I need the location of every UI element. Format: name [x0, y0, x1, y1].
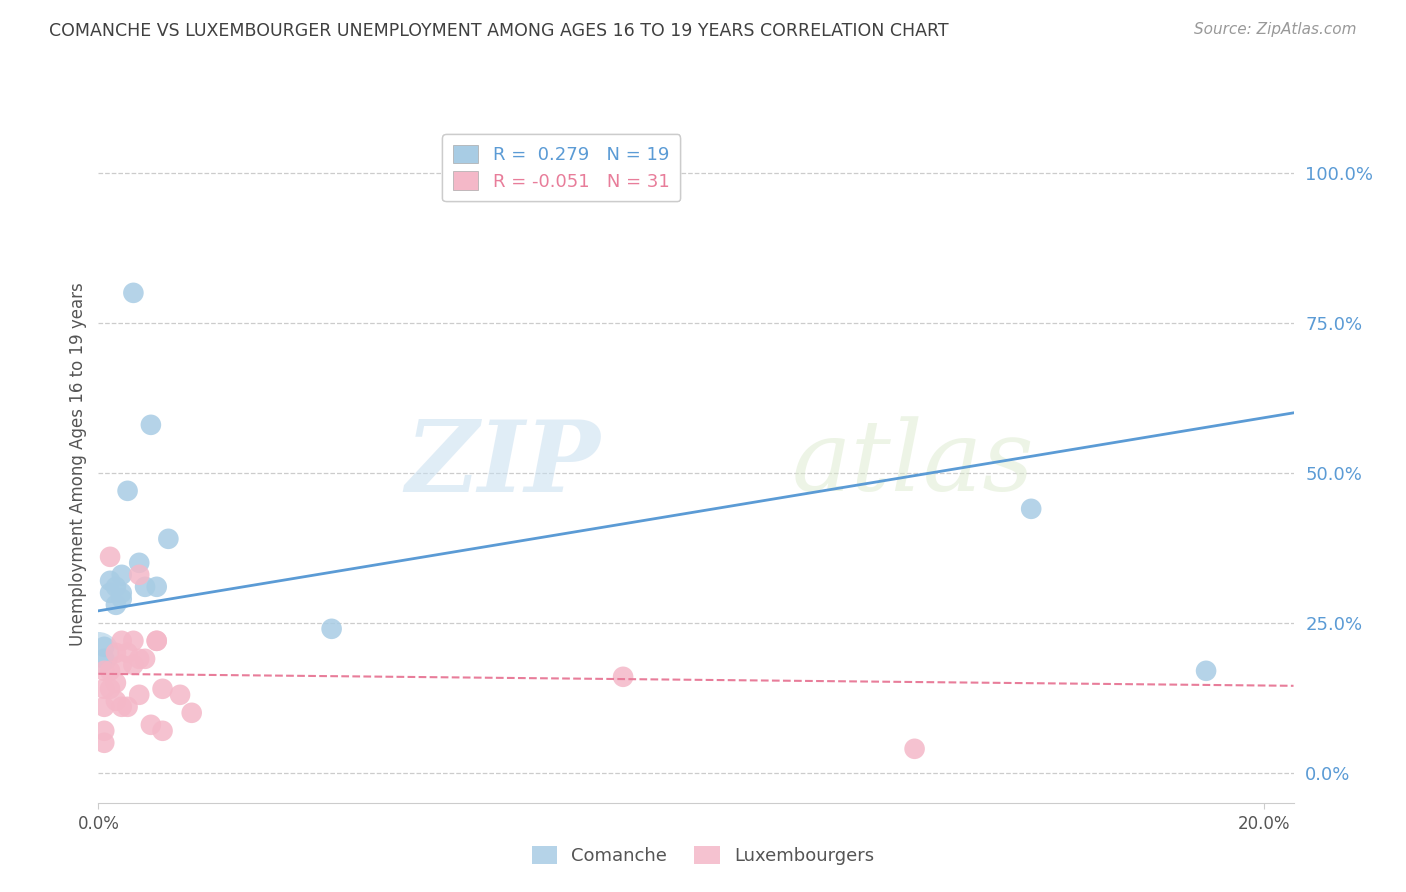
Point — [104, 598, 127, 612]
Point — [128, 652, 150, 666]
Text: Source: ZipAtlas.com: Source: ZipAtlas.com — [1194, 22, 1357, 37]
Point — [117, 646, 139, 660]
Text: ZIP: ZIP — [405, 416, 600, 512]
Point — [93, 640, 115, 654]
Point — [111, 591, 134, 606]
Point — [139, 417, 162, 432]
Point — [104, 675, 127, 690]
Point — [87, 646, 110, 660]
Point — [169, 688, 191, 702]
Point — [98, 681, 121, 696]
Point — [1195, 664, 1218, 678]
Point — [93, 681, 115, 696]
Point — [98, 664, 121, 678]
Point — [98, 549, 121, 564]
Point — [104, 694, 127, 708]
Point — [98, 586, 121, 600]
Point — [93, 736, 115, 750]
Point — [134, 580, 156, 594]
Point — [180, 706, 202, 720]
Point — [111, 633, 134, 648]
Point — [111, 699, 134, 714]
Point — [134, 652, 156, 666]
Point — [111, 657, 134, 672]
Point — [145, 633, 167, 648]
Point — [93, 652, 115, 666]
Text: COMANCHE VS LUXEMBOURGER UNEMPLOYMENT AMONG AGES 16 TO 19 YEARS CORRELATION CHAR: COMANCHE VS LUXEMBOURGER UNEMPLOYMENT AM… — [49, 22, 949, 40]
Point — [98, 574, 121, 588]
Point — [612, 670, 634, 684]
Point — [903, 741, 925, 756]
Point — [157, 532, 180, 546]
Point — [104, 646, 127, 660]
Point — [111, 586, 134, 600]
Legend: Comanche, Luxembourgers: Comanche, Luxembourgers — [523, 837, 883, 874]
Point — [152, 723, 174, 738]
Point — [122, 633, 145, 648]
Point — [93, 664, 115, 678]
Point — [93, 699, 115, 714]
Point — [1019, 501, 1042, 516]
Point — [128, 688, 150, 702]
Point — [321, 622, 343, 636]
Point — [93, 723, 115, 738]
Point — [122, 657, 145, 672]
Point — [117, 483, 139, 498]
Point — [122, 285, 145, 300]
Point — [111, 567, 134, 582]
Y-axis label: Unemployment Among Ages 16 to 19 years: Unemployment Among Ages 16 to 19 years — [69, 282, 87, 646]
Legend: R =  0.279   N = 19, R = -0.051   N = 31: R = 0.279 N = 19, R = -0.051 N = 31 — [441, 134, 681, 202]
Point — [145, 580, 167, 594]
Point — [117, 699, 139, 714]
Text: atlas: atlas — [792, 417, 1035, 511]
Point — [128, 556, 150, 570]
Point — [152, 681, 174, 696]
Point — [128, 567, 150, 582]
Point — [104, 580, 127, 594]
Point — [139, 718, 162, 732]
Point — [145, 633, 167, 648]
